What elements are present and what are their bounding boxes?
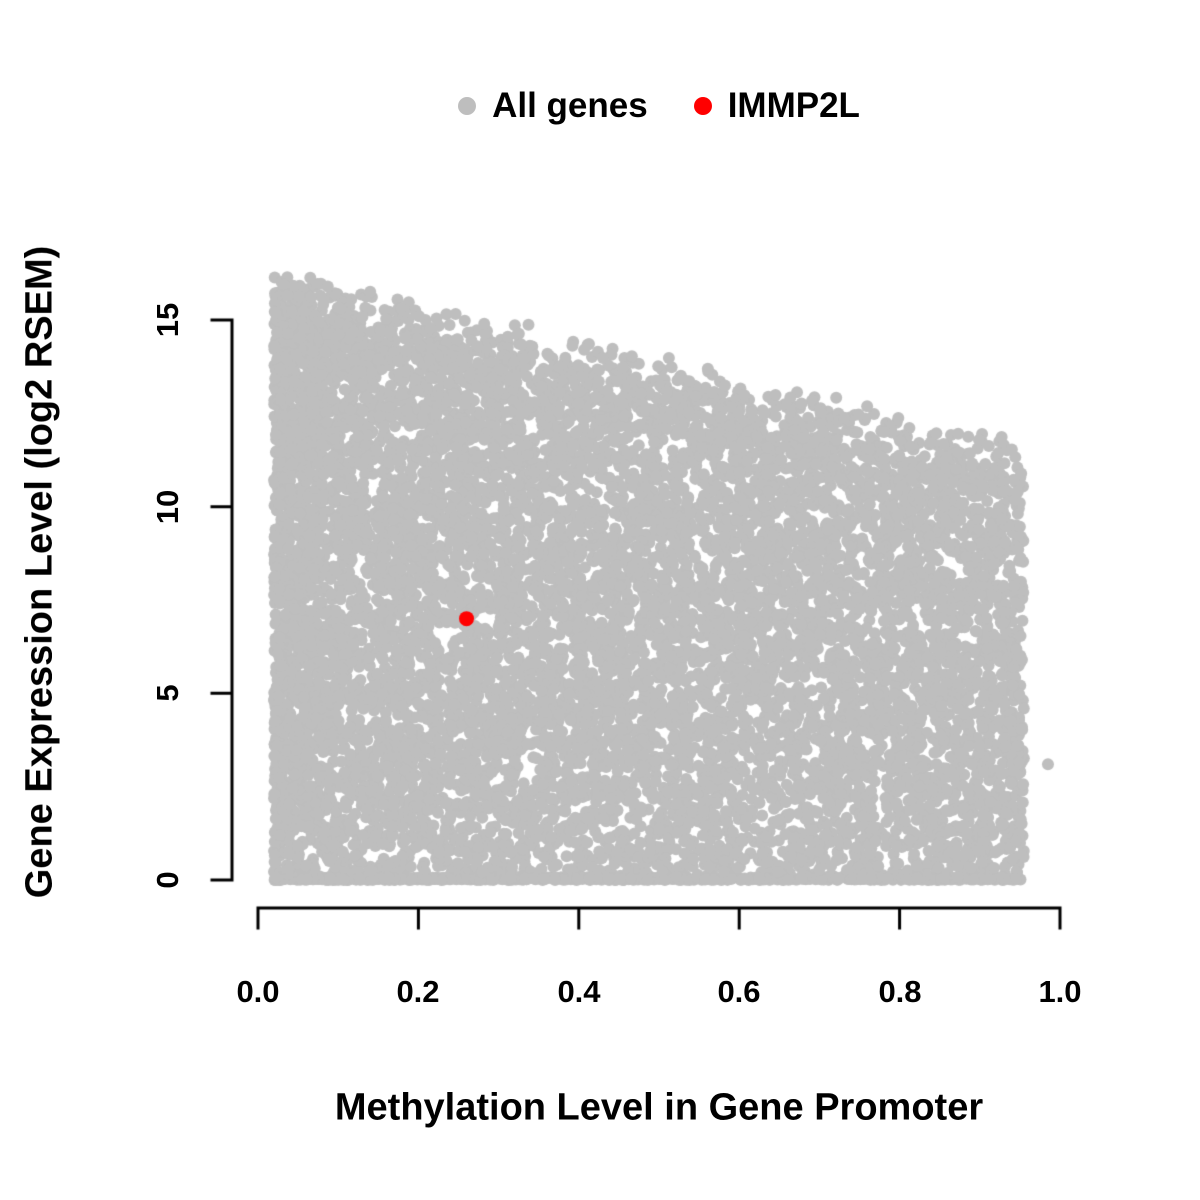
legend-item-all-genes: All genes — [458, 86, 648, 126]
y-tick-label-2: 10 — [150, 489, 185, 525]
y-axis-title: Gene Expression Level (log2 RSEM) — [18, 245, 61, 899]
x-axis-title: Methylation Level in Gene Promoter — [334, 1086, 984, 1129]
legend: All genes IMMP2L — [258, 86, 1060, 126]
y-tick-label-1: 5 — [150, 684, 185, 702]
x-tick-label-5: 1.0 — [1038, 974, 1082, 1009]
legend-marker-all-genes-icon — [458, 97, 477, 115]
x-tick-label-3: 0.6 — [717, 974, 761, 1009]
x-tick-label-0: 0.0 — [236, 974, 280, 1009]
legend-marker-immp2l-icon — [693, 97, 712, 115]
legend-item-immp2l: IMMP2L — [693, 86, 860, 126]
x-tick-label-4: 0.8 — [878, 974, 922, 1009]
x-tick-label-1: 0.2 — [396, 974, 440, 1009]
x-tick-label-2: 0.4 — [557, 974, 601, 1009]
y-tick-label-3: 15 — [150, 302, 185, 338]
y-tick-label-0: 0 — [150, 871, 185, 889]
legend-label-all-genes: All genes — [492, 86, 648, 125]
legend-label-immp2l: IMMP2L — [727, 86, 860, 125]
